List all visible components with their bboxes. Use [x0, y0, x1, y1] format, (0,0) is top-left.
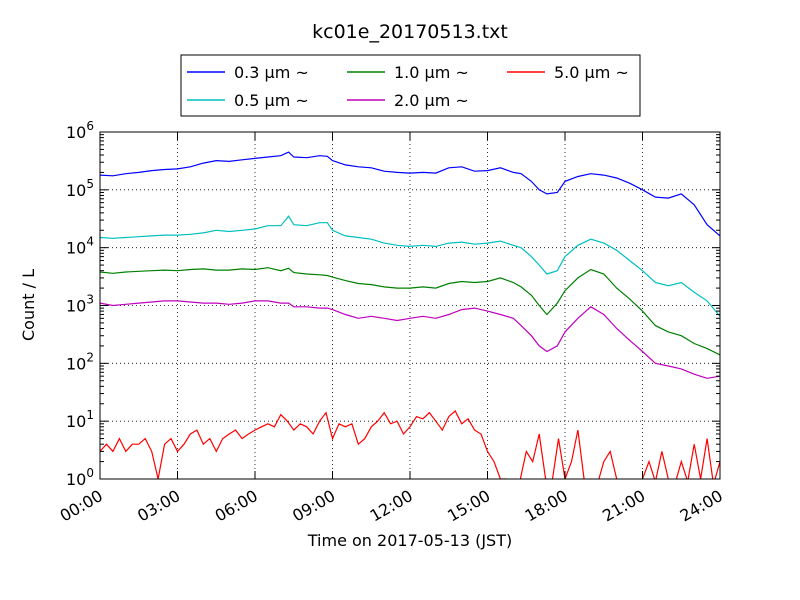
series-line-1 — [100, 151, 720, 237]
axis-ticks — [99, 131, 721, 480]
series-line-2 — [100, 215, 720, 317]
series-line-4 — [100, 300, 720, 379]
legend-item-4: 2.0 μm ~ — [347, 91, 469, 110]
legend-item-2: 0.5 μm ~ — [187, 91, 309, 110]
x-tick-label: 15:00 — [444, 486, 493, 526]
legend-item-5: 5.0 μm ~ — [507, 63, 629, 82]
x-tick-labels: 00:00 03:00 06:00 09:00 12:00 15:00 18:00 21:00… — [57, 486, 726, 526]
x-tick-label: 06:00 — [212, 486, 261, 526]
y-tick-labels: 100 101 102 103 104 105 106 — [66, 119, 94, 489]
x-tick-label: 00:00 — [57, 486, 106, 526]
series-layer — [100, 151, 720, 479]
grid-lines — [100, 132, 720, 479]
y-tick-label: 105 — [66, 177, 94, 200]
legend-label: 2.0 μm ~ — [394, 91, 469, 110]
x-tick-label: 21:00 — [599, 486, 648, 526]
y-tick-label: 101 — [66, 408, 94, 431]
x-tick-label: 03:00 — [134, 486, 183, 526]
series-line-3 — [100, 267, 720, 356]
legend-label: 5.0 μm ~ — [554, 63, 629, 82]
x-axis-label: Time on 2017-05-13 (JST) — [307, 531, 512, 550]
legend-label: 0.3 μm ~ — [234, 63, 309, 82]
chart-title: kc01e_20170513.txt — [312, 21, 508, 43]
legend-item-1: 0.3 μm ~ — [187, 63, 309, 82]
y-axis-label: Count / L — [19, 269, 38, 341]
legend: 0.3 μm ~ 0.5 μm ~ 1.0 μm ~ 2.0 μm ~ 5.0 μm ~ — [180, 54, 641, 117]
y-tick-label: 100 — [66, 466, 94, 489]
legend-frame — [180, 54, 641, 117]
y-tick-label: 103 — [66, 293, 94, 316]
y-tick-label: 106 — [66, 119, 94, 142]
legend-label: 0.5 μm ~ — [234, 91, 309, 110]
series-line-5 — [100, 410, 720, 479]
y-tick-label: 104 — [66, 235, 94, 258]
legend-item-3: 1.0 μm ~ — [347, 63, 469, 82]
y-tick-label: 102 — [66, 350, 94, 373]
x-tick-label: 09:00 — [289, 486, 338, 526]
legend-label: 1.0 μm ~ — [394, 63, 469, 82]
x-tick-label: 12:00 — [367, 486, 416, 526]
plot-area — [99, 131, 721, 480]
x-tick-label: 24:00 — [677, 486, 726, 526]
x-tick-label: 18:00 — [522, 486, 571, 526]
